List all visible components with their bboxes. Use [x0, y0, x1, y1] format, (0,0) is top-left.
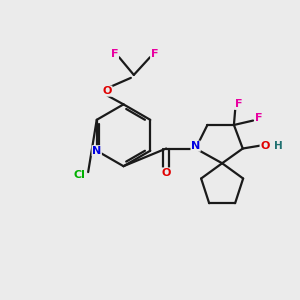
Text: F: F: [235, 99, 242, 110]
Text: H: H: [274, 141, 283, 151]
Text: O: O: [260, 141, 269, 151]
Text: F: F: [255, 112, 263, 123]
Text: N: N: [191, 141, 200, 151]
Text: O: O: [161, 168, 171, 178]
Text: F: F: [151, 49, 158, 59]
Text: Cl: Cl: [74, 170, 85, 180]
Text: F: F: [111, 49, 118, 59]
Text: O: O: [103, 86, 112, 96]
Text: N: N: [92, 146, 101, 156]
